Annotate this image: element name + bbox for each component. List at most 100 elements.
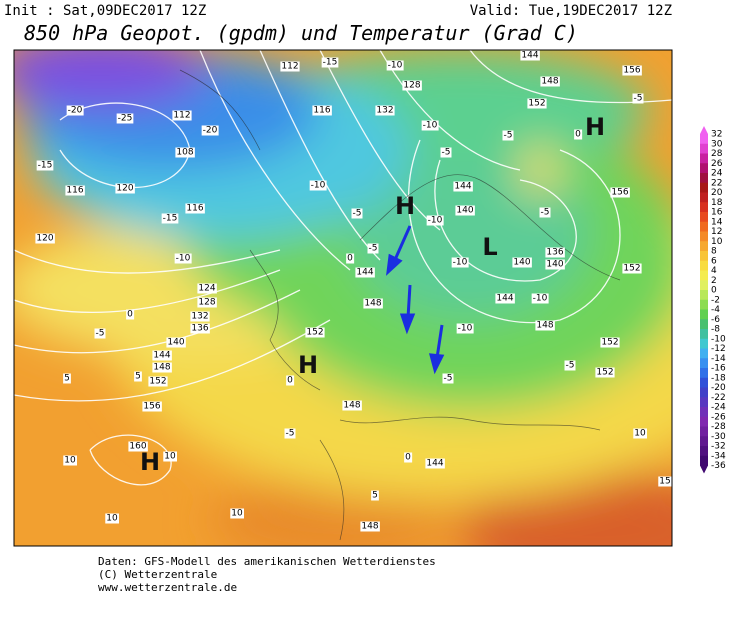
colorbar-label: 26 [711,159,723,169]
contour-label: 0 [405,453,411,463]
contour-label: 144 [356,268,373,278]
colorbar-label: -22 [711,393,726,403]
label-box [520,50,540,61]
contour-label: 152 [623,264,640,274]
colorbar-label: -32 [711,442,726,452]
label-box [309,180,327,191]
pressure-center: H [298,351,318,379]
label-box [286,375,295,386]
label-box [404,452,413,463]
colorbar-segment [700,290,708,301]
label-box [346,253,355,264]
colorbar: 32302826242220181614121086420-2-4-6-8-10… [700,126,726,474]
contour-label: 0 [347,254,353,264]
contour-label: -5 [96,329,105,339]
label-box [355,267,375,278]
contour-label: -5 [566,361,575,371]
init-time: Init : Sat,09DEC2017 12Z [4,3,206,19]
contour-label: -15 [38,161,53,171]
colorbar-segment [700,143,708,154]
pressure-center: L [482,233,497,261]
label-box [166,337,186,348]
contour-label: 156 [611,188,628,198]
contour-labels: -20 -25 112 108 -15 116 120 -15 116 -10 120 -20 112 -… [35,50,672,532]
contour-label: 148 [541,77,558,87]
contour-label: 124 [198,284,215,294]
colorbar-segment [700,260,708,271]
label-box [134,371,142,382]
contour-label: 160 [129,442,146,452]
label-box [545,259,565,270]
footer-line: www.wetterzentrale.de [98,581,237,594]
colorbar-segment [700,182,708,193]
colorbar-label: -26 [711,412,726,422]
map-frame [13,49,673,547]
contour-label: 10 [64,456,76,466]
contour-label: 148 [536,321,553,331]
label-box [321,57,339,68]
label-box [351,208,363,219]
contour-label: 152 [306,328,323,338]
contour-label: 152 [601,338,618,348]
contour-label: 10 [231,509,243,519]
label-box [421,120,439,131]
colorbar-label: 8 [711,247,717,257]
contour-label: 140 [546,260,563,270]
contour-label: 140 [456,206,473,216]
colorbar-label: -20 [711,383,726,393]
colorbar-segment [700,309,708,320]
colorbar-segment [700,416,708,427]
label-box [610,187,630,198]
label-box [455,205,475,216]
label-box [126,309,135,320]
contour-label: 144 [426,459,443,469]
contour-label: 10 [106,514,118,524]
colorbar-label: 20 [711,188,723,198]
colorbar-segment [700,280,708,291]
contour-lines [14,50,672,486]
colorbar-label: 2 [711,276,717,286]
label-box [36,160,54,171]
colorbar-label: 10 [711,237,723,247]
contour-label: 116 [313,106,330,116]
label-box [574,129,583,140]
contour-label: -10 [533,294,548,304]
contour-label: -10 [423,121,438,131]
contour-label: 148 [361,522,378,532]
label-box [402,80,422,91]
colorbar-segment [700,436,708,447]
contour-label: 0 [127,310,133,320]
contour-label: 140 [513,258,530,268]
label-box [539,207,551,218]
pressure-center: H [395,192,415,220]
arrows [386,225,445,375]
label-box [161,213,179,224]
colorbar-label: -8 [711,325,720,335]
colorbar-label: -18 [711,373,726,383]
label-box [66,105,84,116]
colorbar-label: -10 [711,334,726,344]
label-box [502,130,514,141]
coastlines [179,69,621,541]
label-box [386,60,404,71]
label-box [540,76,560,87]
contour-label: -20 [68,106,83,116]
contour-label: 136 [546,248,563,258]
label-box [116,113,134,124]
contour-label: 152 [528,99,545,109]
label-box [142,401,162,412]
contour-label: 5 [372,491,378,501]
contour-label: 10 [634,429,646,439]
label-box [600,337,620,348]
label-box [65,185,85,196]
label-box [94,328,106,339]
colorbar-segment [700,338,708,349]
contour-label: 156 [623,66,640,76]
contour-label: 116 [186,204,203,214]
label-box [451,257,469,268]
colorbar-label: 18 [711,198,723,208]
label-box [512,257,532,268]
label-box [622,65,642,76]
label-box [527,98,547,109]
